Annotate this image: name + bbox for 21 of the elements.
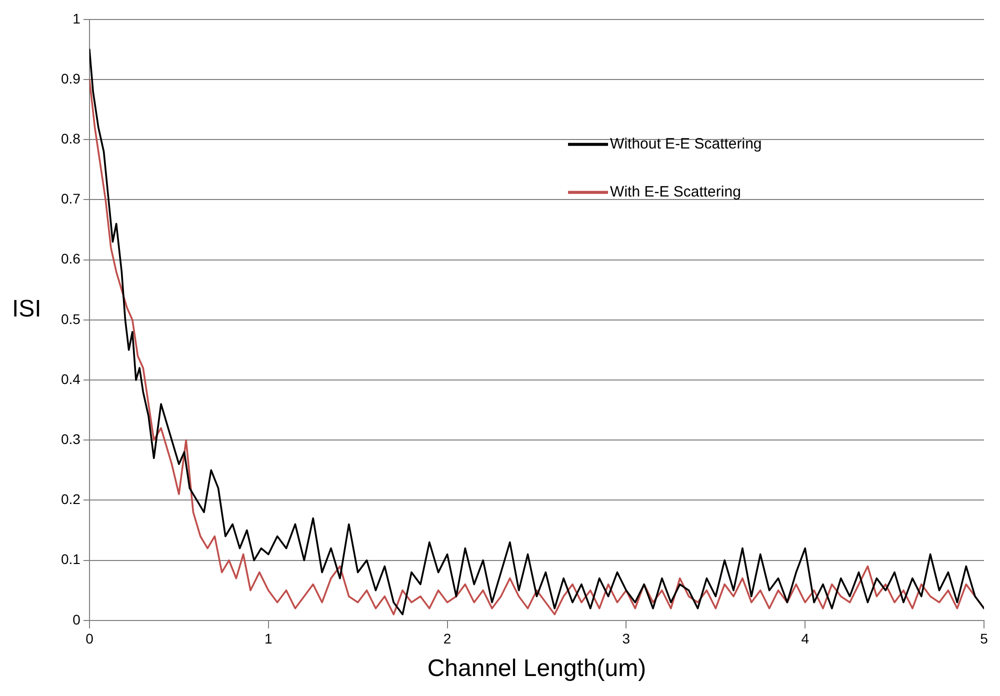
y-tick-label: 0.1	[60, 551, 81, 568]
x-tick-label: 1	[264, 630, 272, 647]
y-tick-label: 0.2	[60, 491, 81, 508]
legend-label: Without E-E Scattering	[610, 136, 762, 153]
x-tick-label: 5	[980, 630, 988, 647]
y-tick-label: 0.9	[60, 70, 81, 86]
y-tick-label: 0.5	[60, 310, 81, 327]
y-tick-label: 0.7	[60, 190, 81, 207]
y-tick-label: 0.8	[60, 130, 81, 146]
y-tick-label: 0	[72, 611, 81, 628]
legend-label: With E-E Scattering	[610, 184, 741, 201]
x-axis-title: Channel Length(um)	[427, 655, 646, 682]
x-tick-label: 3	[622, 630, 630, 647]
y-tick-label: 0.3	[60, 430, 81, 447]
y-tick-label: 0.4	[60, 370, 81, 387]
x-tick-label: 0	[86, 630, 94, 647]
y-tick-label: 1	[72, 10, 81, 26]
x-tick-label: 2	[443, 630, 452, 647]
y-axis-title: ISI	[12, 296, 42, 323]
x-tick-label: 4	[801, 630, 810, 647]
y-tick-label: 0.6	[60, 250, 81, 267]
